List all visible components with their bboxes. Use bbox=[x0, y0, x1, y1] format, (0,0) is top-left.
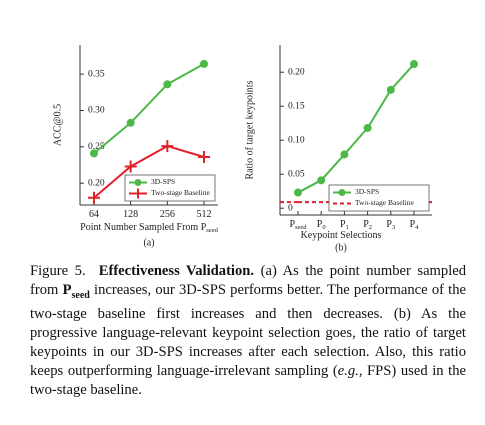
x-tick-sub: 4 bbox=[415, 224, 419, 231]
point bbox=[126, 118, 135, 127]
x-tick-main: P bbox=[317, 219, 323, 230]
y-tick-label: 0.30 bbox=[88, 106, 105, 116]
caption-italic: e.g. bbox=[337, 362, 359, 379]
legend-marker bbox=[134, 179, 142, 186]
y-tick-label: 0.25 bbox=[88, 142, 105, 152]
x-tick-main: P bbox=[363, 219, 369, 230]
caption-symbol-sub: seed bbox=[71, 289, 90, 301]
y-tick-label: 0.10 bbox=[288, 135, 305, 145]
point bbox=[363, 123, 372, 132]
legend-label: Two-stage Baseline bbox=[355, 198, 415, 207]
x-axis-label: Point Number Sampled From Pseed bbox=[80, 222, 218, 234]
caption-text: (a) As the point number sampled from bbox=[30, 263, 467, 298]
y-axis-label: Ratio of target keypoints bbox=[244, 80, 255, 179]
x-tick-label: P2 bbox=[363, 219, 372, 231]
x-tick-main: P bbox=[386, 219, 392, 230]
x-tick-label: P1 bbox=[340, 219, 349, 231]
caption-label: Figure 5. bbox=[30, 263, 86, 279]
point bbox=[386, 85, 395, 94]
x-axis-label: Keypoint Selections bbox=[301, 230, 382, 241]
legend-marker bbox=[133, 188, 143, 199]
y-tick-label: 0.15 bbox=[288, 101, 305, 111]
x-tick-sub: 2 bbox=[369, 224, 372, 231]
x-tick-sub: seed bbox=[295, 224, 307, 231]
x-tick-main: P bbox=[340, 219, 346, 230]
x-tick-sub: 1 bbox=[346, 224, 349, 231]
x-tick-label: P0 bbox=[317, 219, 326, 231]
x-axis-label-sub: seed bbox=[206, 227, 218, 234]
x-tick-label: 64 bbox=[89, 209, 99, 220]
legend-box bbox=[328, 184, 430, 212]
x-tick-main: 128 bbox=[123, 209, 138, 220]
y-tick-label: 0.20 bbox=[288, 67, 305, 77]
point bbox=[294, 188, 302, 197]
point bbox=[90, 149, 98, 158]
caption-text: , FPS) used in the two-stage baseline. bbox=[30, 362, 466, 398]
x-tick-label: P3 bbox=[386, 219, 395, 231]
legend-marker bbox=[338, 189, 346, 196]
x-axis-label-main: Keypoint Selections bbox=[301, 230, 382, 241]
legend-box bbox=[124, 174, 216, 202]
point bbox=[317, 176, 326, 185]
x-tick-main: P bbox=[289, 219, 295, 230]
x-axis-label-main: Point Number Sampled From P bbox=[80, 222, 207, 233]
point bbox=[161, 140, 174, 153]
sub-caption: (a) bbox=[143, 237, 154, 248]
y-axis-label: ACC@0.5 bbox=[52, 104, 63, 146]
legend-label: 3D-SPS bbox=[151, 177, 175, 186]
sub-caption: (b) bbox=[335, 242, 347, 253]
x-tick-label: 512 bbox=[197, 209, 212, 220]
x-tick-sub: 0 bbox=[322, 224, 325, 231]
x-tick-label: 128 bbox=[123, 209, 138, 220]
x-tick-sub: 3 bbox=[392, 224, 395, 231]
series-line bbox=[297, 63, 415, 194]
point bbox=[124, 160, 137, 173]
y-tick-label: 0 bbox=[288, 203, 293, 213]
point bbox=[200, 59, 208, 68]
y-tick-label: 0.35 bbox=[88, 69, 105, 79]
caption-text: increases, our 3D-SPS performs better. T… bbox=[30, 282, 466, 379]
x-tick-main: 64 bbox=[89, 209, 99, 220]
caption-symbol: Pseed bbox=[62, 282, 90, 301]
x-tick-label: Pseed bbox=[289, 219, 307, 231]
x-tick-main: 256 bbox=[160, 209, 175, 220]
legend-label: Two-stage Baseline bbox=[151, 188, 211, 197]
x-tick-main: P bbox=[410, 219, 416, 230]
x-tick-label: 256 bbox=[160, 209, 175, 220]
legend-label: 3D-SPS bbox=[355, 187, 379, 196]
caption-symbol-main: P bbox=[62, 282, 72, 298]
point bbox=[340, 150, 349, 159]
caption-heading: Effectiveness Validation. bbox=[98, 263, 255, 279]
series-line bbox=[93, 63, 205, 155]
point bbox=[410, 60, 418, 69]
figure: 0.20 0.25 0.30 0.35 64 128 256 512 ACC@0.5 Point … bbox=[52, 45, 432, 253]
y-tick-label: 0.05 bbox=[288, 169, 305, 179]
y-tick-label: 0.20 bbox=[88, 178, 105, 188]
x-tick-main: 512 bbox=[197, 209, 212, 220]
caption: Figure 5. Effectiveness Validation. (a) … bbox=[30, 262, 466, 400]
series-line bbox=[93, 145, 205, 199]
x-tick-label: P4 bbox=[410, 219, 420, 231]
point bbox=[163, 80, 172, 89]
point bbox=[198, 151, 210, 163]
point bbox=[88, 191, 100, 204]
